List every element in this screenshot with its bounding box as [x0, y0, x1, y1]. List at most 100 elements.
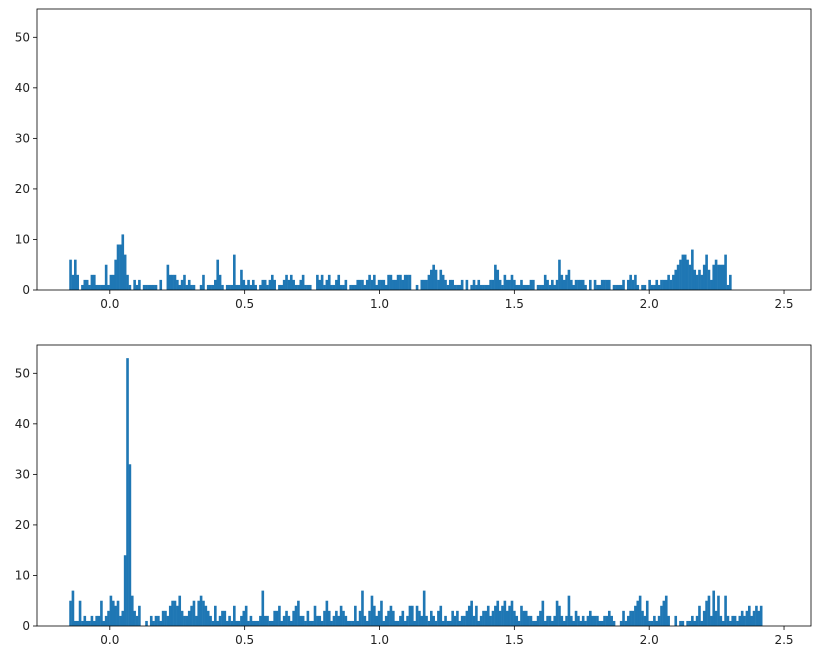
histogram-bar [211, 284, 215, 290]
histogram-bar [607, 279, 611, 290]
histogram-bar [157, 615, 160, 626]
histogram-bar [451, 610, 454, 626]
histogram-bar [178, 595, 182, 626]
histogram-bar [330, 620, 333, 626]
histogram-bar [472, 615, 476, 626]
histogram-bar [484, 610, 488, 626]
histogram-bar [710, 279, 713, 290]
histogram-bar [195, 615, 198, 626]
histogram-bar [216, 259, 220, 290]
histogram-bar [712, 264, 716, 290]
histogram-bar [541, 600, 545, 626]
histogram-bar [726, 615, 730, 626]
histogram-bar [221, 610, 224, 626]
histogram-bar [301, 615, 305, 626]
histogram-bar [434, 620, 438, 626]
histogram-bar [641, 284, 644, 290]
histogram-bar [631, 279, 635, 290]
histogram-bar [235, 284, 238, 290]
histogram-bar [187, 279, 191, 290]
histogram-bar [491, 610, 495, 626]
histogram-bar [88, 284, 91, 290]
histogram-bar [370, 595, 374, 626]
histogram-bar [107, 610, 110, 626]
histogram-bar [192, 284, 196, 290]
histogram-bar [622, 279, 625, 290]
histogram-bar [705, 254, 708, 290]
histogram-bar [142, 284, 146, 290]
histogram-bar [216, 620, 220, 626]
histogram-bar [617, 284, 621, 290]
y-tick-label: 20 [15, 518, 30, 532]
histogram-bar [209, 615, 212, 626]
histogram-bar [358, 610, 362, 626]
histogram-bar [453, 615, 457, 626]
histogram-bar [721, 264, 725, 290]
histogram-bar [185, 615, 189, 626]
histogram-bar [335, 279, 338, 290]
histogram-bar [320, 620, 324, 626]
histogram-bar [285, 274, 288, 290]
histogram-bar [437, 279, 440, 290]
histogram-bar [104, 615, 108, 626]
histogram-bar [159, 620, 163, 626]
histogram-bar [524, 610, 528, 626]
histogram-bar [297, 600, 300, 626]
histogram-bar [69, 600, 72, 626]
histogram-bar [149, 615, 153, 626]
histogram-bar [702, 264, 706, 290]
histogram-bar [482, 610, 485, 626]
y-tick-label: 40 [15, 417, 30, 431]
histogram-bar [719, 615, 723, 626]
histogram-bar [377, 610, 381, 626]
histogram-bar [539, 284, 542, 290]
histogram-bar [572, 284, 575, 290]
histogram-bar [237, 620, 241, 626]
histogram-bar [382, 620, 386, 626]
histogram-bar [294, 284, 298, 290]
histogram-bar [740, 610, 744, 626]
histogram-bar [384, 615, 388, 626]
histogram-bar [479, 615, 483, 626]
histogram-bar [209, 284, 212, 290]
histogram-bar [726, 284, 730, 290]
histogram-bar [85, 620, 89, 626]
histogram-bar [702, 610, 706, 626]
x-tick-label: 0.5 [235, 297, 254, 311]
y-tick-label: 50 [15, 30, 30, 44]
histogram-bar [327, 610, 331, 626]
histogram-bar [164, 610, 167, 626]
histogram-bar [439, 269, 443, 290]
histogram-bar [365, 279, 369, 290]
histogram-bar [636, 600, 640, 626]
histogram-bar [695, 615, 699, 626]
histogram-bar [598, 620, 602, 626]
histogram-bar [546, 279, 549, 290]
x-tick-label: 2.5 [774, 297, 793, 311]
histogram-bar [586, 615, 590, 626]
histogram-bar [339, 284, 343, 290]
histogram-bar [456, 610, 459, 626]
histogram-bar [446, 620, 450, 626]
histogram-bar [261, 279, 265, 290]
histogram-bar [149, 284, 153, 290]
histogram-bar [456, 284, 459, 290]
histogram-bar [598, 284, 602, 290]
histogram-bar [102, 284, 106, 290]
histogram-bar [76, 620, 79, 626]
histogram-bar [109, 274, 113, 290]
histogram-bar [515, 615, 519, 626]
histogram-bar [596, 615, 599, 626]
histogram-bar [289, 620, 293, 626]
histogram-bar [268, 279, 272, 290]
histogram-bar [522, 610, 526, 626]
histogram-bar [83, 615, 87, 626]
histogram-bar [674, 269, 678, 290]
histogram-bar [387, 610, 390, 626]
histogram-bar [558, 259, 561, 290]
histogram-bar [387, 274, 390, 290]
histogram-bar [717, 264, 720, 290]
histogram-bar [688, 264, 692, 290]
histogram-bar [299, 615, 303, 626]
histogram-bar [733, 615, 737, 626]
